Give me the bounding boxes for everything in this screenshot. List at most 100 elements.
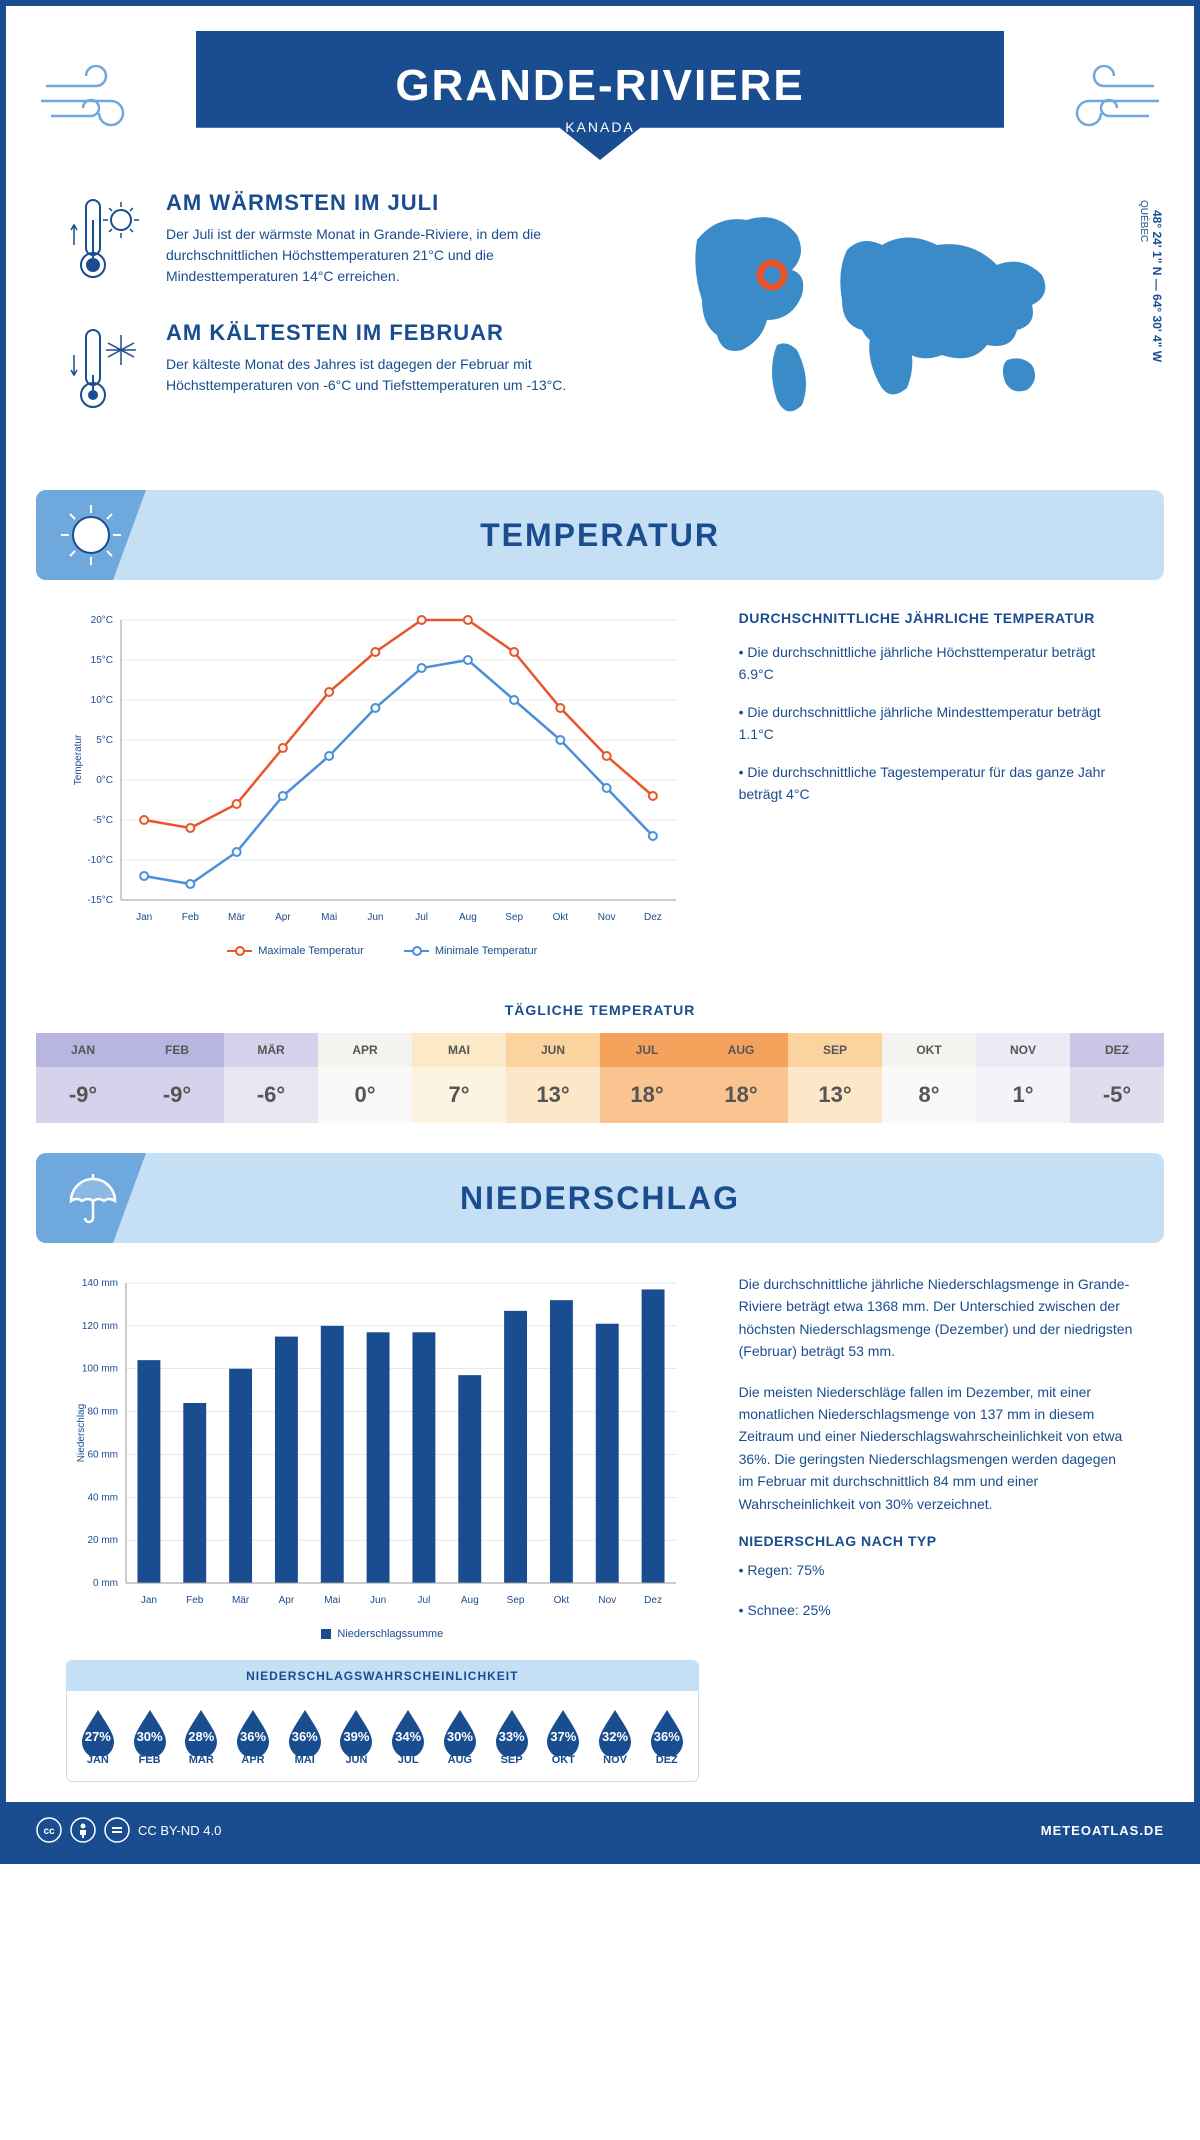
svg-text:Niederschlag: Niederschlag — [76, 1404, 87, 1462]
svg-text:Jul: Jul — [418, 1595, 431, 1606]
precip-section-header: NIEDERSCHLAG — [36, 1153, 1164, 1243]
daily-temp-table: JAN -9° FEB -9° MÄR -6° APR 0° MAI 7° JU… — [36, 1033, 1164, 1123]
daily-cell: JUL 18° — [600, 1033, 694, 1123]
coldest-title: AM KÄLTESTEN IM FEBRUAR — [166, 320, 627, 346]
probability-box: NIEDERSCHLAGSWAHRSCHEINLICHKEIT 27% JAN … — [66, 1660, 699, 1782]
precip-title: NIEDERSCHLAG — [460, 1180, 740, 1217]
svg-text:Jun: Jun — [367, 912, 383, 923]
svg-text:40 mm: 40 mm — [87, 1492, 118, 1503]
temp-legend: Maximale Temperatur Minimale Temperatur — [66, 945, 699, 957]
prob-drop: 34% JUL — [382, 1706, 434, 1766]
daily-cell: APR 0° — [318, 1033, 412, 1123]
daily-cell: OKT 8° — [882, 1033, 976, 1123]
svg-text:Jul: Jul — [415, 912, 428, 923]
svg-text:Dez: Dez — [644, 912, 662, 923]
svg-text:Jun: Jun — [370, 1595, 386, 1606]
temp-title: TEMPERATUR — [480, 517, 720, 554]
precip-text-2: Die meisten Niederschläge fallen im Deze… — [739, 1381, 1134, 1515]
svg-text:Nov: Nov — [598, 912, 616, 923]
prob-drop: 36% DEZ — [641, 1706, 693, 1766]
prob-drop: 32% NOV — [589, 1706, 641, 1766]
coldest-text: Der kälteste Monat des Jahres ist dagege… — [166, 354, 627, 396]
svg-text:10°C: 10°C — [91, 695, 113, 706]
warmest-text: Der Juli ist der wärmste Monat in Grande… — [166, 224, 627, 287]
warmest-fact: AM WÄRMSTEN IM JULI Der Juli ist der wär… — [66, 190, 627, 295]
svg-text:120 mm: 120 mm — [82, 1321, 118, 1332]
svg-text:20°C: 20°C — [91, 615, 113, 626]
svg-text:Apr: Apr — [275, 912, 291, 923]
svg-text:Okt: Okt — [554, 1595, 570, 1606]
precip-type-title: NIEDERSCHLAG NACH TYP — [739, 1533, 1134, 1549]
license-text: CC BY-ND 4.0 — [138, 1823, 221, 1838]
temp-section-header: TEMPERATUR — [36, 490, 1164, 580]
daily-cell: SEP 13° — [788, 1033, 882, 1123]
prob-drop: 30% FEB — [124, 1706, 176, 1766]
cc-icon: cc — [36, 1817, 62, 1843]
precipitation-bar-chart: 0 mm 20 mm 40 mm 60 mm 80 mm 100 mm 120 mm 140 … — [66, 1273, 686, 1613]
sun-icon — [36, 490, 146, 580]
svg-text:-10°C: -10°C — [87, 855, 113, 866]
svg-text:Feb: Feb — [182, 912, 200, 923]
prob-drop: 27% JAN — [72, 1706, 124, 1766]
svg-text:-5°C: -5°C — [93, 815, 113, 826]
world-map — [667, 190, 1134, 435]
svg-text:Mai: Mai — [324, 1595, 340, 1606]
svg-text:Jan: Jan — [136, 912, 152, 923]
prob-drop: 36% MAI — [279, 1706, 331, 1766]
temperature-line-chart: -15°C-10°C-5°C0°C5°C10°C15°C20°CJanFebMä… — [66, 610, 686, 930]
svg-text:60 mm: 60 mm — [87, 1449, 118, 1460]
prob-drop: 39% JUN — [331, 1706, 383, 1766]
temp-stat-2: • Die durchschnittliche jährliche Mindes… — [739, 701, 1134, 746]
svg-text:Feb: Feb — [186, 1595, 204, 1606]
svg-text:100 mm: 100 mm — [82, 1364, 118, 1375]
header-banner: GRANDE-RIVIERE KANADA — [196, 31, 1004, 160]
svg-text:15°C: 15°C — [91, 655, 113, 666]
daily-cell: MÄR -6° — [224, 1033, 318, 1123]
precip-text-1: Die durchschnittliche jährliche Niedersc… — [739, 1273, 1134, 1363]
daily-cell: JAN -9° — [36, 1033, 130, 1123]
temp-stats-title: DURCHSCHNITTLICHE JÄHRLICHE TEMPERATUR — [739, 610, 1134, 626]
prob-drop: 37% OKT — [537, 1706, 589, 1766]
svg-text:Jan: Jan — [141, 1595, 157, 1606]
umbrella-icon — [36, 1153, 146, 1243]
wind-icon — [36, 61, 156, 146]
svg-text:-15°C: -15°C — [87, 895, 113, 906]
daily-cell: DEZ -5° — [1070, 1033, 1164, 1123]
thermometer-snow-icon — [66, 320, 146, 425]
prob-drop: 28% MÄR — [175, 1706, 227, 1766]
precip-rain: • Regen: 75% — [739, 1559, 1134, 1581]
coldest-fact: AM KÄLTESTEN IM FEBRUAR Der kälteste Mon… — [66, 320, 627, 425]
thermometer-sun-icon — [66, 190, 146, 295]
daily-cell: AUG 18° — [694, 1033, 788, 1123]
nd-icon — [104, 1817, 130, 1843]
svg-text:Dez: Dez — [644, 1595, 662, 1606]
daily-cell: MAI 7° — [412, 1033, 506, 1123]
footer: cc CC BY-ND 4.0 METEOATLAS.DE — [6, 1802, 1194, 1858]
svg-text:Sep: Sep — [507, 1595, 525, 1606]
svg-text:0 mm: 0 mm — [93, 1578, 118, 1589]
svg-text:Mär: Mär — [232, 1595, 250, 1606]
wind-icon — [1044, 61, 1164, 146]
svg-text:Temperatur: Temperatur — [73, 734, 84, 785]
daily-cell: NOV 1° — [976, 1033, 1070, 1123]
country-subtitle: KANADA — [216, 119, 984, 135]
svg-text:Okt: Okt — [553, 912, 569, 923]
temp-stat-3: • Die durchschnittliche Tagestemperatur … — [739, 761, 1134, 806]
prob-drop: 30% AUG — [434, 1706, 486, 1766]
daily-cell: FEB -9° — [130, 1033, 224, 1123]
svg-text:Aug: Aug — [459, 912, 477, 923]
temp-stat-1: • Die durchschnittliche jährliche Höchst… — [739, 641, 1134, 686]
prob-drop: 33% SEP — [486, 1706, 538, 1766]
svg-text:Nov: Nov — [598, 1595, 616, 1606]
probability-title: NIEDERSCHLAGSWAHRSCHEINLICHKEIT — [67, 1661, 698, 1691]
svg-text:20 mm: 20 mm — [87, 1535, 118, 1546]
svg-text:Mai: Mai — [321, 912, 337, 923]
svg-text:80 mm: 80 mm — [87, 1407, 118, 1418]
svg-text:cc: cc — [43, 1826, 55, 1837]
svg-text:140 mm: 140 mm — [82, 1278, 118, 1289]
daily-cell: JUN 13° — [506, 1033, 600, 1123]
svg-text:Mär: Mär — [228, 912, 246, 923]
precip-snow: • Schnee: 25% — [739, 1599, 1134, 1621]
city-title: GRANDE-RIVIERE — [216, 61, 984, 111]
by-icon — [70, 1817, 96, 1843]
